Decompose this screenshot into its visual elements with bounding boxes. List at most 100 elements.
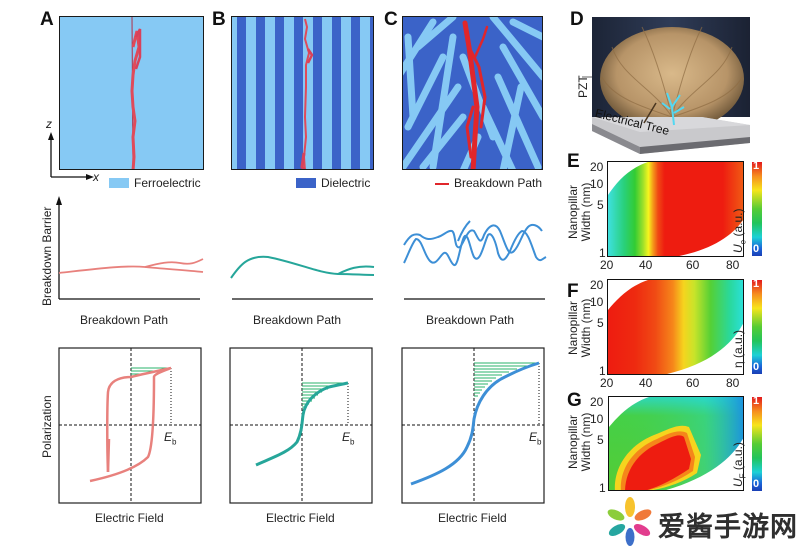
barrier-curve-a2 [144,258,204,268]
barrier-plot-a [56,196,204,300]
eb-sub: b [350,437,355,447]
xtick-e-20: 20 [600,258,614,272]
pe-curve-c [410,361,540,486]
barrier-curve-c2 [403,229,547,267]
colorbar-g-max: 1 [753,395,760,407]
cbar-unit: (a.u.) [731,442,745,474]
ytick-f-1: 1 [599,364,606,378]
xlabel-breakdown-path-a: Breakdown Path [80,313,169,327]
y-axis-arrow-icon [56,196,62,205]
xlabel-electric-field-b: Electric Field [266,511,335,525]
panel-letter-a: A [40,9,54,30]
hysteresis-loop-a [89,366,172,483]
xtick-e-40: 40 [639,258,653,272]
ytick-e-1: 1 [599,246,606,260]
colorbar-e-min: 0 [753,243,760,255]
heatmap-g-hotspot [609,397,743,490]
ytick-g-20: 20 [590,395,604,409]
ytick-e-5: 5 [597,198,604,212]
eb-sub: b [172,437,177,447]
energy-hatch-c [474,362,539,397]
cbar-symbol: η [731,361,745,368]
eb-symbol: E [342,430,351,444]
heatmap-e [607,161,744,257]
panel-letter-e: E [567,151,580,172]
label-pzt: PZT [576,75,590,98]
cbar-unit: (a.u.) [731,208,745,240]
pe-curve-b [255,381,349,467]
ylabel-line2: Width (nm) [579,298,593,358]
barrier-curve-a1 [58,265,204,274]
cbar-symbol: U [731,478,745,487]
eb-sub: b [537,437,542,447]
axis-x-label: x [93,170,99,184]
eb-symbol: E [529,430,538,444]
watermark-flower-icon [607,497,652,546]
heatmap-f-mask [608,280,743,374]
panel-c-simulation [402,16,543,170]
ytick-f-5: 5 [597,316,604,330]
ylabel-breakdown-barrier: Breakdown Barrier [40,206,54,306]
xlabel-breakdown-path-c: Breakdown Path [426,313,515,327]
ytick-f-10: 10 [590,295,604,309]
xtick-e-60: 60 [686,258,700,272]
legend-breakdown-path: Breakdown Path [454,176,543,190]
ytick-g-1: 1 [599,481,606,495]
heatmap-g [608,396,744,491]
tree-branches [661,92,685,126]
legend-swatch-ferroelectric [109,178,129,188]
xtick-f-40: 40 [639,376,653,390]
heatmap-e-mask [608,162,743,256]
panel-letter-d: D [570,9,584,30]
panel-a-simulation [59,16,204,170]
xtick-f-80: 80 [726,376,740,390]
colorbar-f-label: η (a.u.) [731,330,745,368]
pe-plot-c [401,347,545,504]
colorbar-f [752,280,762,374]
barrier-plot-c [403,220,547,300]
legend-swatch-breakdown-path [435,183,449,185]
legend-dielectric: Dielectric [321,176,371,190]
legend-swatch-dielectric [296,178,316,188]
barrier-curve-c3 [457,220,471,242]
colorbar-g-min: 0 [753,478,760,490]
panel-letter-b: B [212,9,226,30]
cbar-symbol: U [731,244,745,253]
breakdown-path-c [462,20,489,169]
cbar-sub: F [738,473,748,479]
axis-z-label: z [46,117,52,131]
colorbar-g [752,397,762,491]
ytick-f-20: 20 [590,278,604,292]
ytick-g-10: 10 [590,412,604,426]
barrier-curve-b1 [230,255,375,279]
breakdown-path-a [130,17,142,169]
ytick-g-5: 5 [597,433,604,447]
heatmap-f-ylabel: Nanopillar Width (nm) [566,278,593,378]
cbar-unit: (a.u.) [731,329,745,362]
panel-letter-f: F [567,281,579,302]
colorbar-e [752,162,762,256]
xlabel-electric-field-c: Electric Field [438,511,507,525]
cbar-sub: e [738,239,748,245]
xtick-f-20: 20 [600,376,614,390]
legend-ferroelectric: Ferroelectric [134,176,201,190]
xlabel-electric-field-a: Electric Field [95,511,164,525]
electrical-tree-render [582,17,750,155]
xlabel-breakdown-path-b: Breakdown Path [253,313,342,327]
xtick-f-60: 60 [686,376,700,390]
eb-label-b: Eb [342,430,354,446]
breakdown-path-b [300,18,314,169]
xtick-e-80: 80 [726,258,740,272]
eb-symbol: E [164,430,173,444]
pe-plot-b [229,347,373,504]
barrier-curve-b2 [337,265,375,275]
heatmap-f [607,279,744,375]
panel-letter-c: C [384,9,398,30]
ylabel-polarization: Polarization [40,395,54,458]
hysteresis-left-branch [106,438,111,473]
panel-b-simulation [231,16,374,170]
eb-label-c: Eb [529,430,541,446]
pe-plot-a [58,347,202,504]
watermark-text: 爱酱手游网 [658,512,796,543]
barrier-curve-c1 [403,223,543,254]
